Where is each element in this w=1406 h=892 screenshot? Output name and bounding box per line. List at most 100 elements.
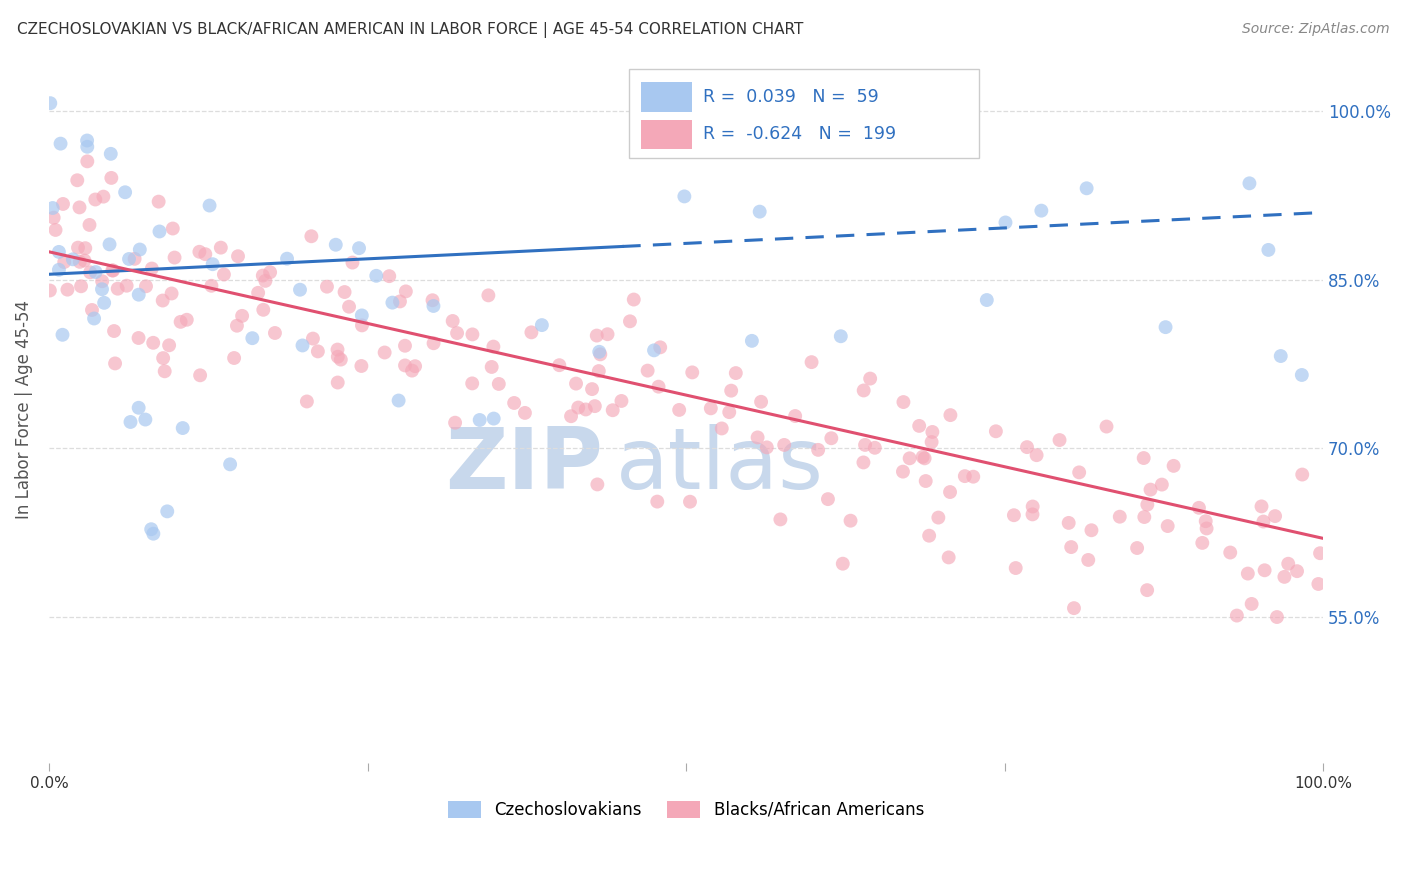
- Point: [773, 438, 796, 452]
- Point: [93, 295, 115, 310]
- Point: [118, 252, 141, 266]
- Point: [114, 186, 136, 200]
- Point: [581, 382, 603, 396]
- Point: [153, 364, 176, 378]
- Point: [1031, 203, 1053, 218]
- Point: [388, 294, 411, 309]
- Point: [643, 343, 665, 358]
- Point: [240, 331, 263, 345]
- Point: [299, 229, 322, 244]
- Point: [326, 376, 349, 390]
- Point: [84, 193, 107, 207]
- Point: [350, 309, 373, 323]
- Point: [1253, 563, 1275, 577]
- Point: [70, 279, 93, 293]
- Point: [39, 96, 62, 111]
- Point: [49, 136, 72, 151]
- Point: [1126, 541, 1149, 555]
- Point: [142, 335, 165, 350]
- Point: [1237, 566, 1260, 581]
- Point: [984, 425, 1007, 439]
- Point: [513, 406, 536, 420]
- Point: [120, 415, 142, 429]
- Point: [69, 255, 91, 269]
- Point: [135, 279, 157, 293]
- Point: [800, 355, 823, 369]
- Point: [1219, 545, 1241, 559]
- Point: [681, 365, 703, 379]
- Point: [461, 376, 484, 391]
- Point: [679, 494, 702, 508]
- Point: [668, 403, 690, 417]
- Text: ZIP: ZIP: [446, 425, 603, 508]
- Point: [62, 252, 84, 267]
- Legend: Czechoslovakians, Blacks/African Americans: Czechoslovakians, Blacks/African America…: [441, 794, 931, 826]
- Point: [807, 442, 830, 457]
- Point: [575, 402, 598, 417]
- Point: [1195, 521, 1218, 535]
- Point: [588, 364, 610, 378]
- Point: [76, 154, 98, 169]
- Point: [148, 194, 170, 209]
- Point: [276, 252, 298, 266]
- Point: [231, 309, 253, 323]
- Point: [1286, 564, 1309, 578]
- Point: [1132, 450, 1154, 465]
- Point: [326, 343, 349, 357]
- Point: [374, 345, 396, 359]
- Point: [288, 283, 311, 297]
- Point: [66, 241, 89, 255]
- Point: [1077, 553, 1099, 567]
- Point: [1253, 515, 1275, 529]
- Point: [820, 431, 842, 445]
- Point: [188, 244, 211, 259]
- FancyBboxPatch shape: [641, 120, 692, 149]
- Point: [914, 451, 936, 466]
- Point: [252, 268, 274, 283]
- Point: [898, 451, 921, 466]
- Point: [1004, 561, 1026, 575]
- Point: [422, 336, 444, 351]
- Point: [100, 170, 122, 185]
- Point: [1108, 509, 1130, 524]
- Point: [394, 339, 416, 353]
- Point: [1069, 466, 1091, 480]
- Point: [891, 465, 914, 479]
- Point: [84, 265, 107, 279]
- Point: [350, 318, 373, 333]
- Point: [247, 285, 270, 300]
- Point: [79, 218, 101, 232]
- Point: [1154, 320, 1177, 334]
- Point: [152, 293, 174, 308]
- Point: [1002, 508, 1025, 523]
- Point: [610, 394, 633, 409]
- Point: [264, 326, 287, 340]
- Point: [749, 394, 772, 409]
- Point: [939, 408, 962, 422]
- Point: [747, 430, 769, 444]
- Point: [859, 371, 882, 385]
- Point: [326, 350, 349, 364]
- Point: [152, 351, 174, 365]
- Point: [1080, 523, 1102, 537]
- Point: [831, 557, 853, 571]
- Point: [404, 359, 426, 374]
- Point: [422, 299, 444, 313]
- Point: [83, 311, 105, 326]
- Point: [647, 379, 669, 393]
- Point: [1076, 181, 1098, 195]
- Point: [994, 215, 1017, 229]
- Point: [1274, 570, 1296, 584]
- Point: [252, 302, 274, 317]
- Point: [156, 504, 179, 518]
- Point: [38, 284, 60, 298]
- Point: [295, 394, 318, 409]
- Point: [1250, 500, 1272, 514]
- Point: [224, 351, 246, 365]
- Point: [720, 384, 742, 398]
- Point: [1136, 583, 1159, 598]
- Point: [1291, 467, 1313, 482]
- Point: [914, 474, 936, 488]
- Point: [394, 359, 416, 373]
- Point: [583, 399, 606, 413]
